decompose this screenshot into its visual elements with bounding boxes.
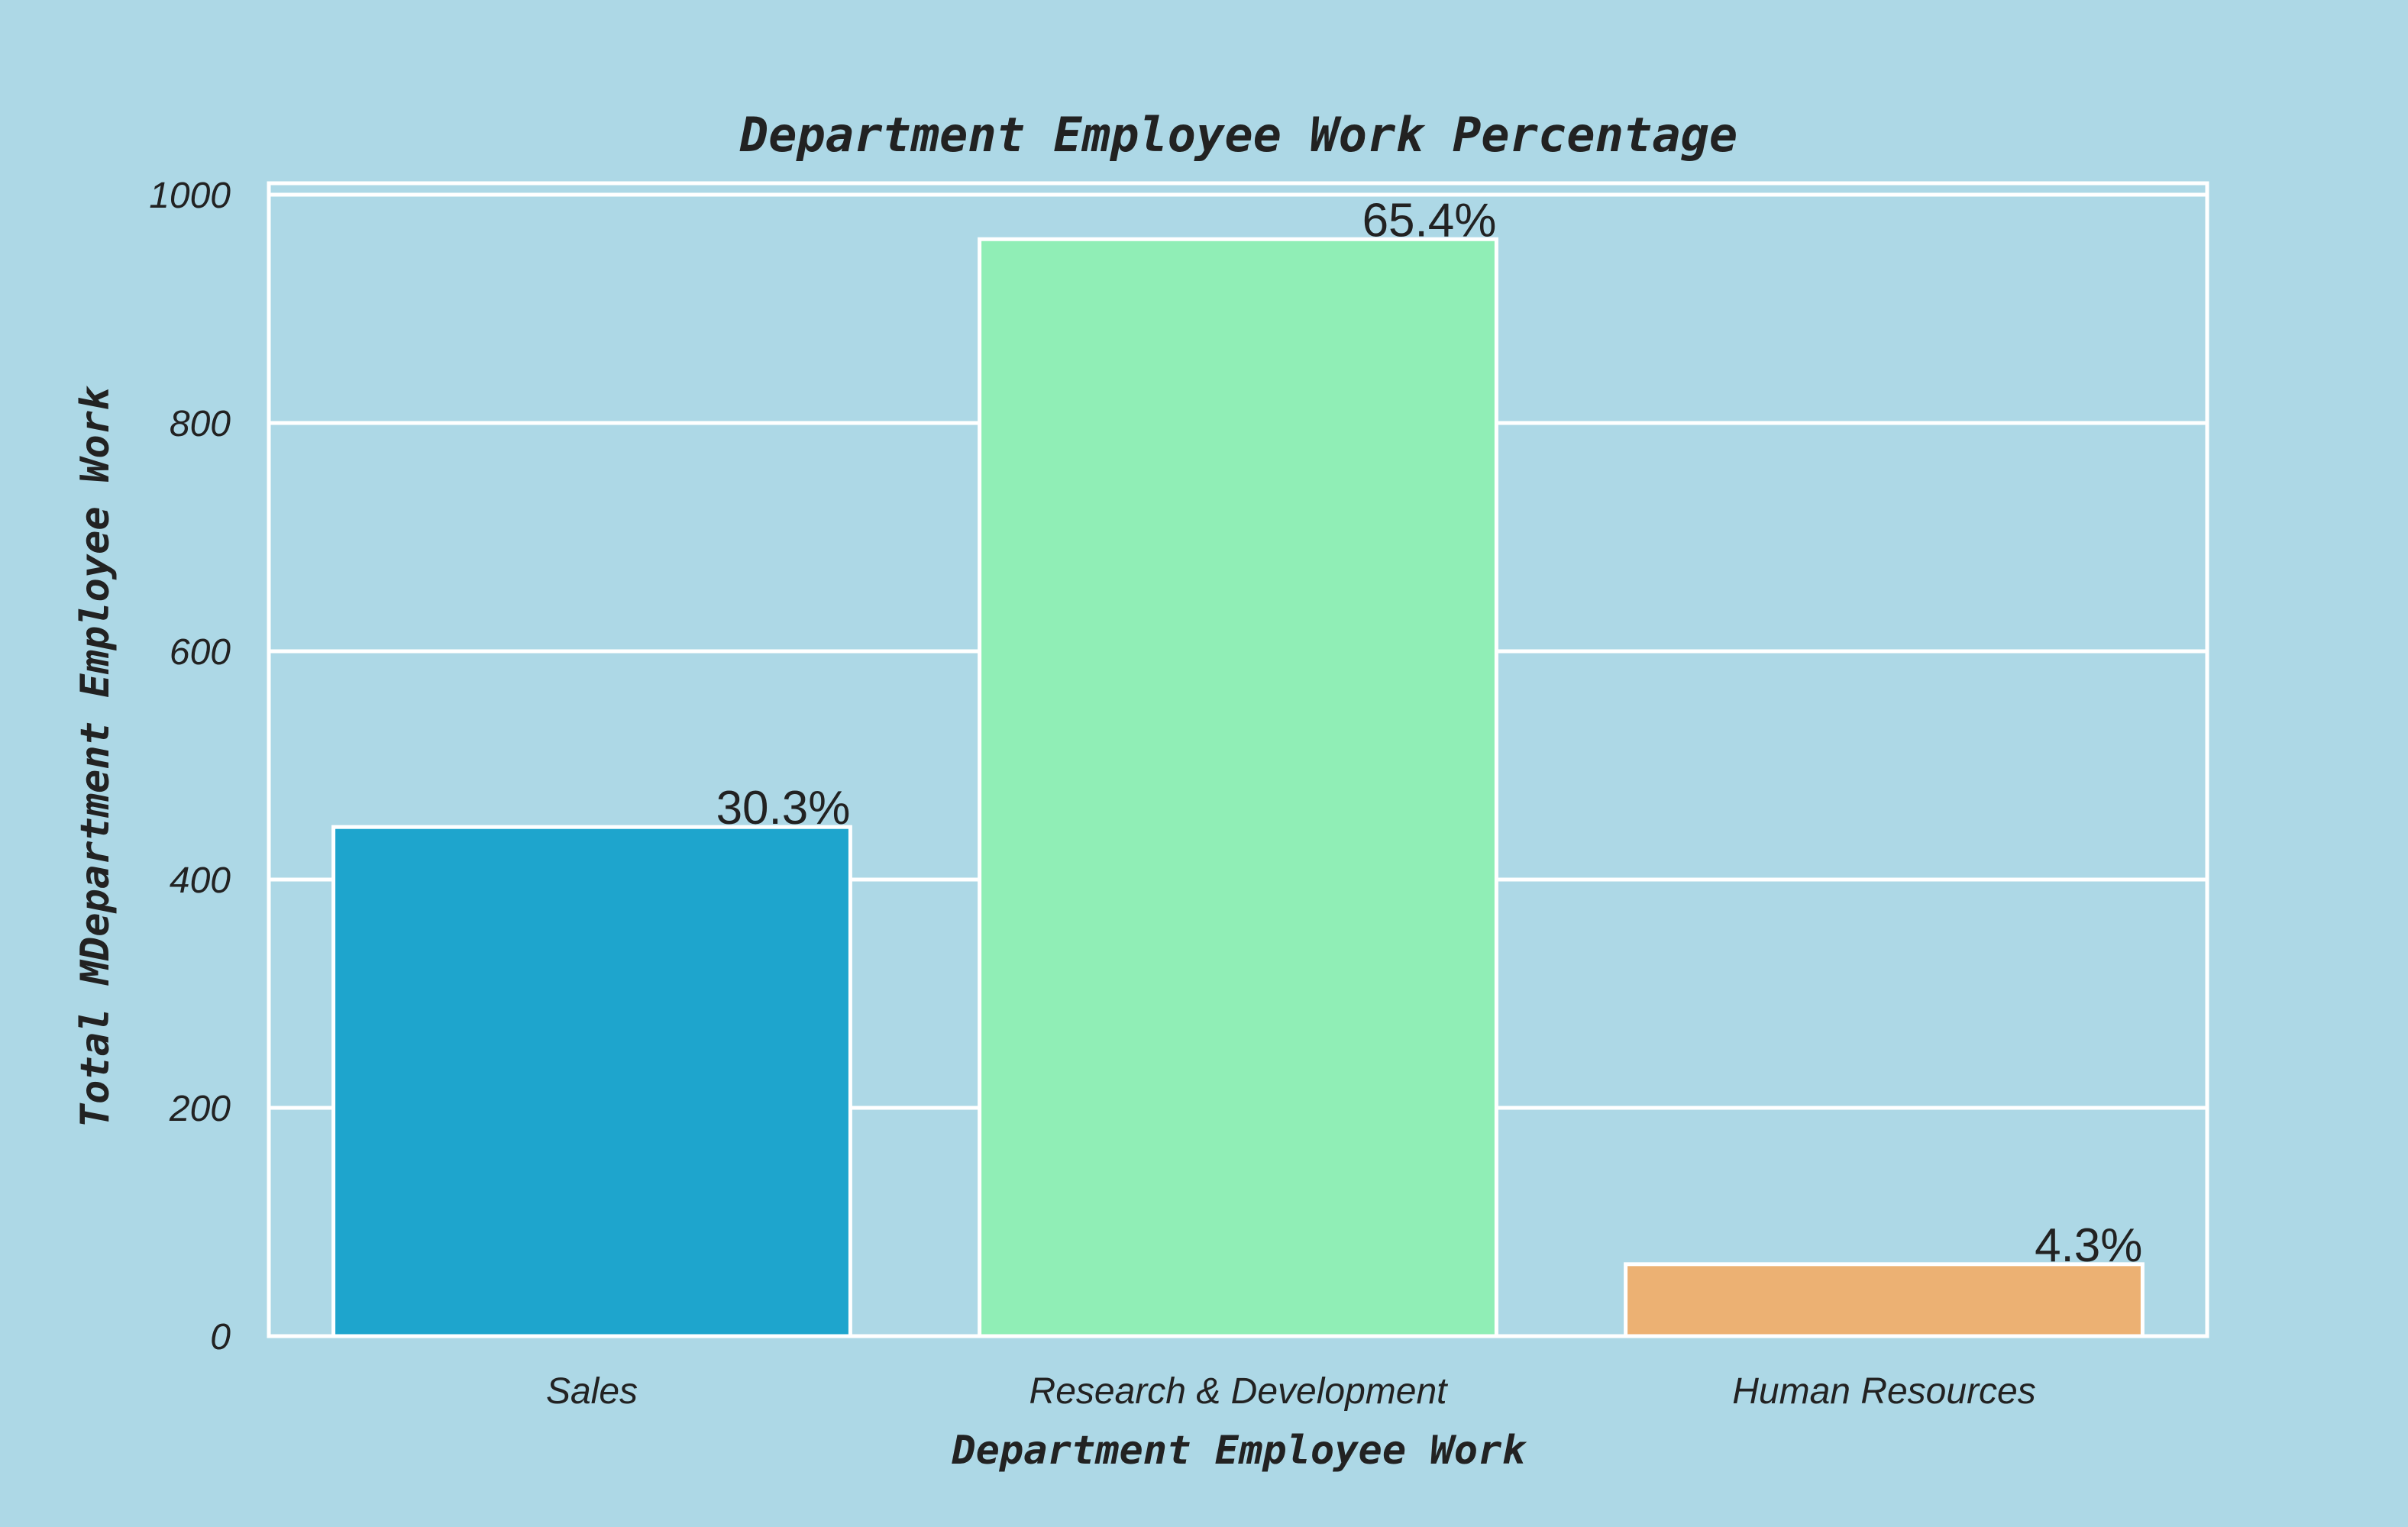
y-tick-label: 400 (170, 860, 231, 901)
y-tick-labels: 0 200 400 600 800 1000 (149, 176, 231, 1358)
bar (331, 825, 852, 1338)
bar-value-label: 30.3% (716, 782, 851, 835)
y-tick-label: 600 (170, 632, 231, 673)
bar-value-label: 4.3% (2035, 1219, 2142, 1272)
x-tick-label: Sales (546, 1371, 638, 1412)
y-tick-label: 800 (170, 404, 231, 444)
y-tick-label: 0 (210, 1317, 231, 1358)
chart-title: Department Employee Work Percentage (739, 107, 1737, 163)
bar (1624, 1262, 2145, 1338)
y-axis-label: Total MDepartment Employee Work (73, 386, 118, 1128)
x-axis-label: Department Employee Work (951, 1428, 1527, 1474)
bars (331, 237, 2145, 1338)
bar (978, 237, 1498, 1338)
x-tick-label: Research & Development (1029, 1371, 1449, 1412)
bar-labels: 30.3% 65.4% 4.3% (716, 194, 2143, 1272)
y-tick-label: 1000 (149, 176, 231, 216)
bar-value-label: 65.4% (1362, 194, 1497, 247)
y-tick-label: 200 (169, 1089, 231, 1129)
x-tick-label: Human Resources (1732, 1371, 2036, 1412)
x-tick-labels: Sales Research & Development Human Resourc… (546, 1371, 2036, 1412)
